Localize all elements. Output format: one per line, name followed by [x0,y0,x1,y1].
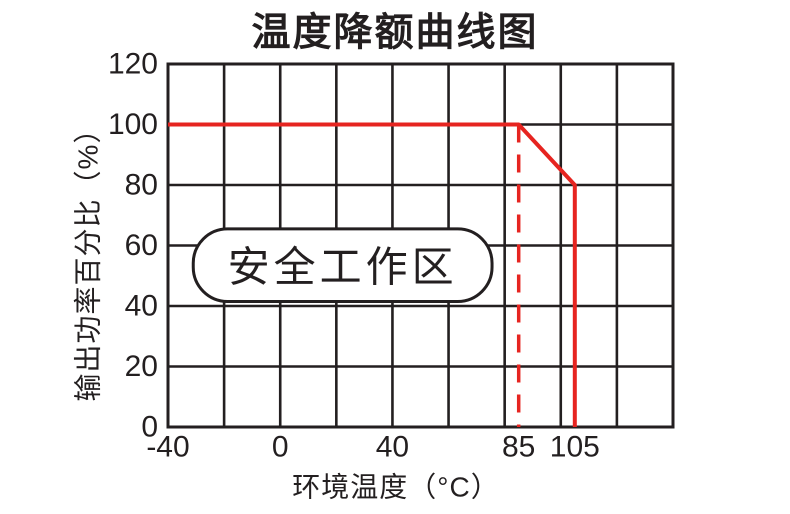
x-tick-label: -40 [146,431,189,464]
y-axis-title: 输出功率百分比（%） [73,115,104,402]
annotation-layer: 安全工作区 [191,227,494,303]
series-derating-curve [168,122,577,427]
y-tick-label: 80 [125,169,158,202]
x-tick-label: 85 [502,431,535,464]
x-tick-label: 40 [376,431,409,464]
chart-title: 温度降额曲线图 [251,12,538,55]
x-tick-label: 0 [272,431,289,464]
series-layer [168,122,577,427]
y-tick-label: 40 [125,290,158,323]
safe-area-label: 安全工作区 [228,244,458,291]
y-tick-label: 120 [108,48,158,81]
y-tick-label: 20 [125,350,158,383]
x-tick-label: 105 [550,431,600,464]
plot-border [166,62,675,429]
y-tick-label: 60 [125,229,158,262]
x-axis-title: 环境温度（°C） [292,472,499,503]
y-tick-label: 100 [108,108,158,141]
y-tick-label: 0 [141,411,158,444]
safe-area-pill [191,227,494,303]
